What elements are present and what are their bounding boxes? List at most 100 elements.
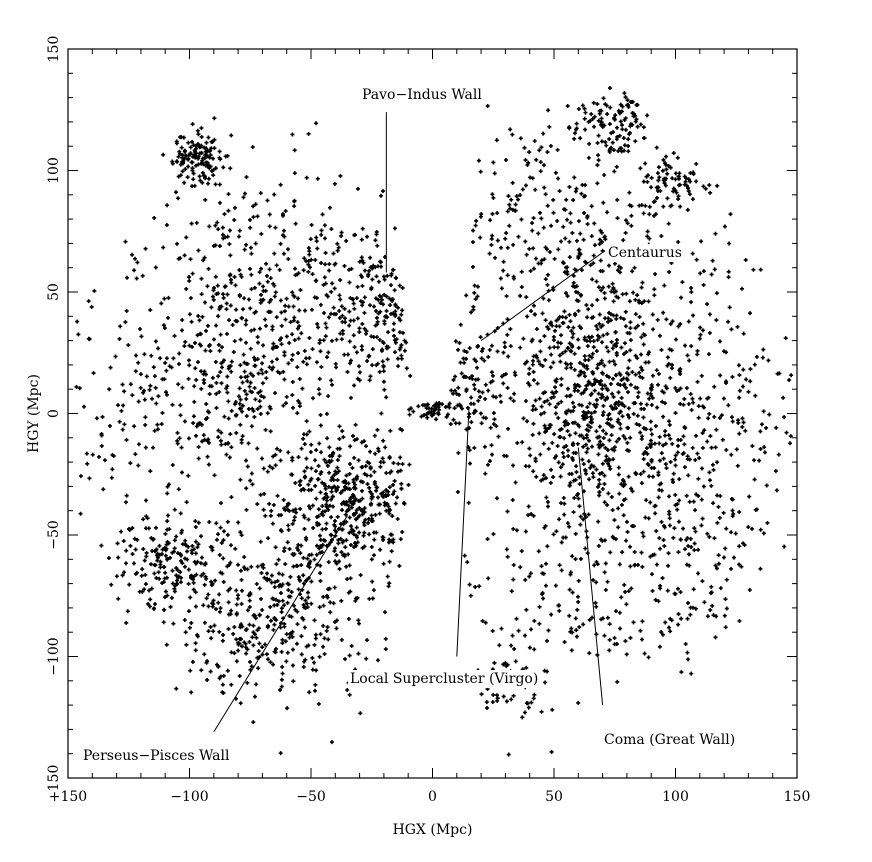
galaxy-point bbox=[585, 405, 590, 410]
galaxy-point bbox=[656, 178, 661, 183]
galaxy-point bbox=[567, 341, 572, 346]
galaxy-point bbox=[656, 382, 661, 387]
galaxy-point bbox=[161, 580, 166, 585]
galaxy-point bbox=[644, 402, 649, 407]
galaxy-point bbox=[270, 521, 275, 526]
galaxy-point bbox=[614, 313, 619, 318]
galaxy-point bbox=[306, 595, 311, 600]
galaxy-point bbox=[427, 406, 432, 411]
galaxy-point bbox=[659, 488, 664, 493]
galaxy-point bbox=[578, 292, 583, 297]
y-tick-label: −100 bbox=[46, 637, 62, 675]
galaxy-point bbox=[343, 485, 348, 490]
galaxy-point bbox=[627, 415, 632, 420]
galaxy-point bbox=[376, 495, 381, 500]
galaxy-point bbox=[592, 114, 597, 119]
galaxy-point bbox=[591, 261, 596, 266]
galaxy-point bbox=[585, 366, 590, 371]
galaxy-point bbox=[280, 598, 285, 603]
galaxy-point bbox=[162, 595, 167, 600]
galaxy-point bbox=[705, 302, 710, 307]
galaxy-point bbox=[579, 403, 584, 408]
galaxy-point bbox=[219, 345, 224, 350]
galaxy-point bbox=[134, 353, 139, 358]
galaxy-point bbox=[292, 515, 297, 520]
galaxy-point bbox=[534, 474, 539, 479]
galaxy-point bbox=[566, 408, 571, 413]
galaxy-point bbox=[543, 245, 548, 250]
galaxy-point bbox=[192, 399, 197, 404]
galaxy-point bbox=[344, 502, 349, 507]
galaxy-point bbox=[157, 552, 162, 557]
galaxy-point bbox=[258, 191, 263, 196]
galaxy-point bbox=[231, 350, 236, 355]
galaxy-point bbox=[618, 372, 623, 377]
galaxy-point bbox=[678, 590, 683, 595]
galaxy-point bbox=[536, 549, 541, 554]
galaxy-point bbox=[617, 562, 622, 567]
galaxy-point bbox=[299, 563, 304, 568]
galaxy-point bbox=[330, 494, 335, 499]
galaxy-point bbox=[147, 588, 152, 593]
galaxy-point bbox=[174, 686, 179, 691]
galaxy-point bbox=[343, 512, 348, 517]
galaxy-point bbox=[120, 573, 125, 578]
galaxy-point bbox=[290, 629, 295, 634]
galaxy-point bbox=[153, 339, 158, 344]
galaxy-point bbox=[220, 360, 225, 365]
galaxy-point bbox=[244, 414, 249, 419]
galaxy-point bbox=[452, 406, 457, 411]
galaxy-point bbox=[597, 335, 602, 340]
galaxy-point bbox=[214, 537, 219, 542]
galaxy-point bbox=[99, 543, 104, 548]
galaxy-point bbox=[480, 390, 485, 395]
galaxy-point bbox=[568, 220, 573, 225]
galaxy-point bbox=[314, 360, 319, 365]
galaxy-point bbox=[667, 347, 672, 352]
galaxy-point bbox=[120, 382, 125, 387]
galaxy-point bbox=[564, 197, 569, 202]
galaxy-point bbox=[727, 241, 732, 246]
galaxy-point bbox=[595, 435, 600, 440]
galaxy-point bbox=[733, 531, 738, 536]
galaxy-point bbox=[396, 364, 401, 369]
galaxy-point bbox=[498, 393, 503, 398]
galaxy-point bbox=[283, 317, 288, 322]
galaxy-point bbox=[655, 195, 659, 200]
galaxy-point bbox=[486, 462, 491, 467]
galaxy-point bbox=[486, 576, 491, 581]
galaxy-point bbox=[220, 682, 225, 687]
galaxy-point bbox=[171, 549, 176, 554]
galaxy-point bbox=[282, 603, 287, 608]
galaxy-point bbox=[544, 638, 549, 643]
galaxy-point bbox=[643, 161, 648, 166]
galaxy-point bbox=[538, 339, 543, 344]
galaxy-point bbox=[318, 302, 323, 307]
galaxy-point bbox=[577, 504, 582, 509]
galaxy-point bbox=[669, 362, 674, 367]
galaxy-point bbox=[489, 370, 494, 375]
galaxy-point bbox=[610, 424, 615, 429]
galaxy-point bbox=[206, 604, 211, 609]
galaxy-point bbox=[257, 326, 262, 331]
galaxy-point bbox=[674, 190, 679, 195]
galaxy-point bbox=[571, 420, 576, 425]
galaxy-point bbox=[229, 359, 234, 364]
galaxy-point bbox=[530, 221, 535, 226]
galaxy-point bbox=[392, 489, 397, 494]
galaxy-point bbox=[320, 542, 325, 547]
galaxy-point bbox=[679, 670, 684, 675]
galaxy-point bbox=[290, 634, 295, 639]
galaxy-point bbox=[538, 169, 543, 174]
galaxy-point bbox=[138, 372, 143, 377]
galaxy-point bbox=[712, 267, 717, 272]
galaxy-point bbox=[331, 450, 336, 455]
galaxy-point bbox=[389, 469, 394, 474]
galaxy-point bbox=[519, 217, 524, 222]
galaxy-point bbox=[334, 561, 339, 566]
galaxy-point bbox=[356, 498, 361, 503]
galaxy-point bbox=[236, 520, 241, 525]
galaxy-point bbox=[351, 511, 356, 516]
galaxy-point bbox=[607, 464, 612, 469]
galaxy-point bbox=[609, 494, 614, 499]
